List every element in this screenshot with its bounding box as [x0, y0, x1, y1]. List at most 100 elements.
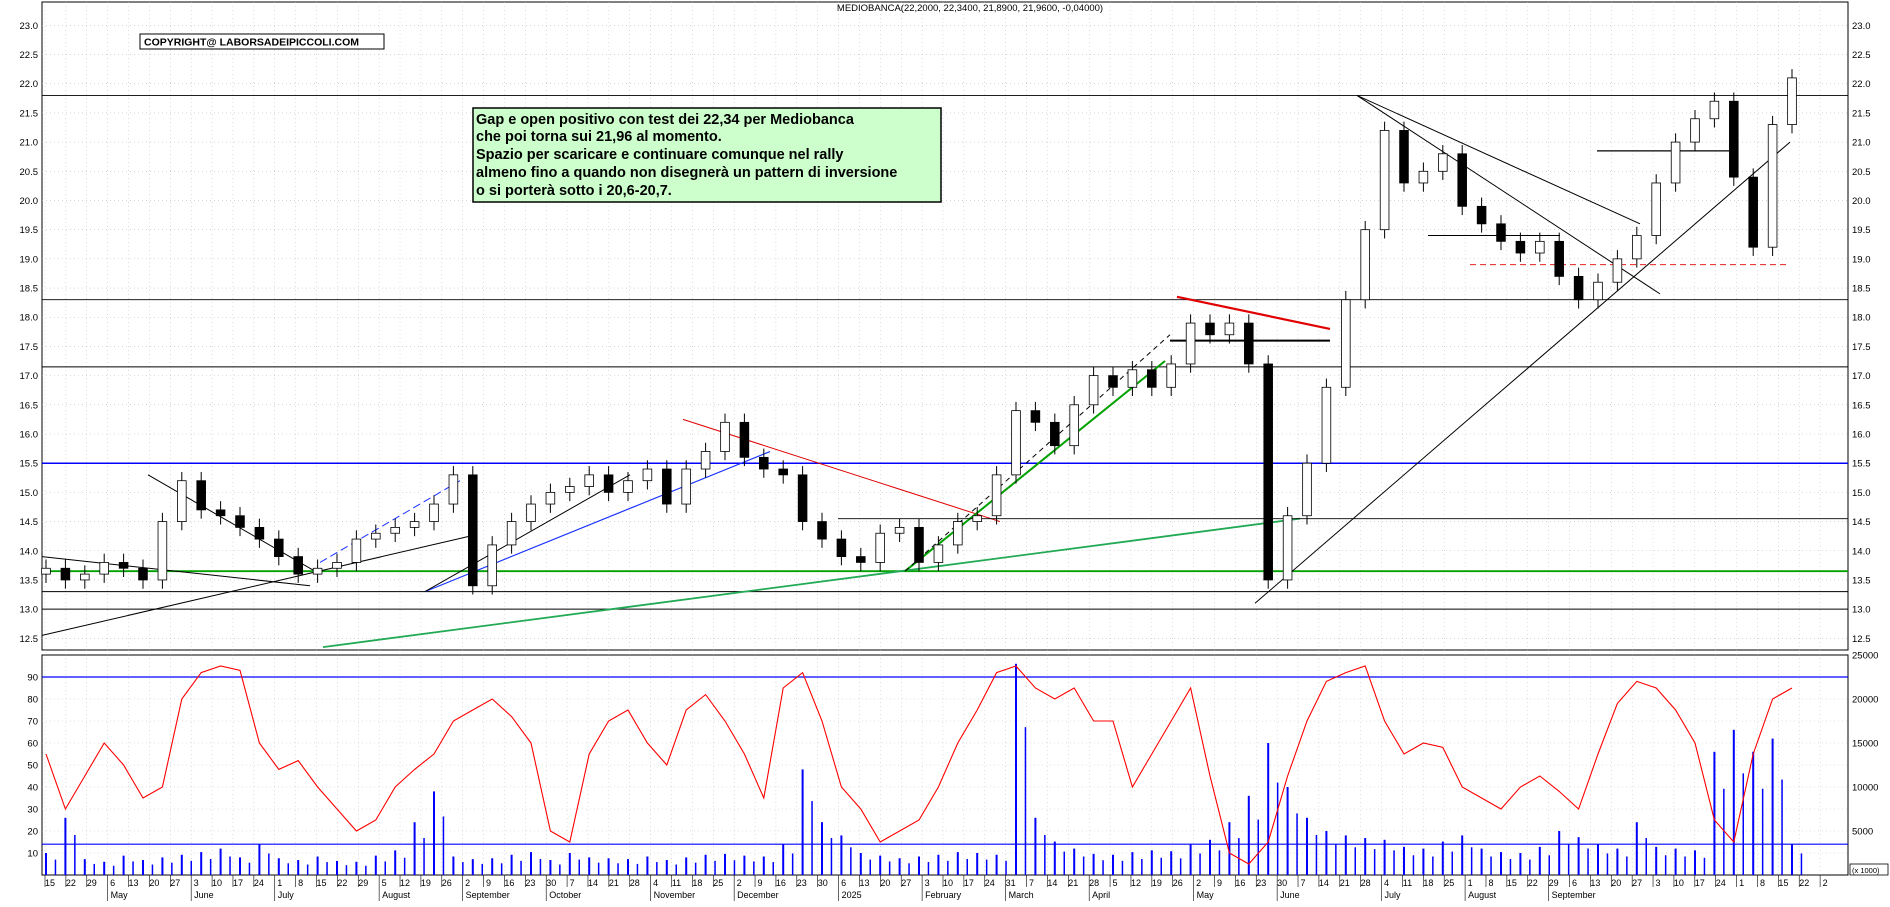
candle-body: [1127, 369, 1138, 388]
x-tick-label: 7: [1301, 878, 1306, 888]
x-tick-label: 19: [421, 878, 431, 888]
volume-tick-label: 20000: [1852, 695, 1878, 706]
trendlines: [41, 94, 1848, 648]
candle-body: [1379, 130, 1390, 231]
volume-bar: [1752, 751, 1755, 875]
x-tick-label: 1: [277, 878, 282, 888]
x-tick-label: 5: [382, 878, 387, 888]
x-tick-label: 21: [609, 878, 619, 888]
x-tick-label: 21: [1340, 878, 1350, 888]
volume-bar: [306, 864, 309, 875]
volume-bar: [171, 862, 173, 875]
oscillator-tick-label: 20: [27, 827, 38, 838]
month-label: June: [1280, 890, 1300, 900]
price-tick-label-left: 14.0: [20, 546, 39, 557]
x-tick-label: 4: [1384, 878, 1389, 888]
volume-bar: [520, 860, 522, 875]
volume-bar: [1558, 831, 1561, 875]
volume-bar: [636, 863, 639, 875]
x-tick-label: 26: [442, 878, 452, 888]
price-tick-label-right: 14.5: [1852, 517, 1871, 528]
annotation-line-3: Spazio per scaricare e continuare comunq…: [476, 147, 843, 163]
price-tick-label-right: 15.5: [1852, 459, 1871, 470]
volume-tick-label: 10000: [1852, 783, 1878, 794]
x-tick-label: 2: [737, 878, 742, 888]
x-tick-label: 3: [925, 878, 930, 888]
volume-bar: [287, 863, 289, 875]
volume-bar: [1461, 835, 1464, 875]
volume-bar: [1199, 853, 1201, 875]
oscillator-tick-label: 10: [27, 849, 38, 860]
candle-body: [99, 562, 109, 575]
x-tick-label: 11: [1403, 878, 1412, 888]
x-tick-label: 6: [841, 878, 846, 888]
x-tick-label: 10: [212, 878, 222, 888]
volume-bar: [1383, 839, 1386, 875]
volume-bar: [733, 860, 736, 875]
volume-bar: [1373, 849, 1376, 875]
x-tick-label: 27: [901, 878, 911, 888]
x-tick-label: 28: [1361, 878, 1371, 888]
volume-bar: [830, 838, 833, 875]
volume-bar: [1713, 751, 1716, 875]
price-series: [41, 69, 1797, 595]
volume-bar: [239, 857, 241, 875]
volume-bar: [1247, 795, 1250, 875]
oscillator-tick-label: 50: [27, 761, 38, 772]
x-tick-label: 27: [1632, 878, 1642, 888]
candle-body: [390, 527, 400, 534]
candle-body: [351, 538, 362, 563]
volume-bar: [481, 863, 483, 875]
candle-body: [1612, 258, 1623, 283]
x-tick-label: 25: [1444, 878, 1454, 888]
x-tick-label: 12: [1131, 878, 1141, 888]
price-tick-label-left: 21.0: [20, 138, 39, 149]
x-tick-label: 12: [400, 878, 410, 888]
x-tick-label: 18: [692, 878, 702, 888]
volume-bar: [1577, 837, 1580, 875]
x-tick-label: 8: [298, 878, 303, 888]
volume-bar: [1655, 846, 1658, 875]
volume-bar: [1063, 851, 1065, 875]
price-tick-label-right: 21.5: [1852, 108, 1871, 119]
candle-body: [720, 421, 730, 452]
candle-body: [662, 468, 672, 505]
volume-bar: [1742, 773, 1744, 875]
volume-bar: [74, 834, 76, 875]
month-label: May: [111, 890, 129, 900]
volume-bar: [1587, 848, 1589, 875]
candle-body: [1554, 240, 1564, 277]
volume-bar: [1170, 851, 1173, 875]
candle-body: [1108, 375, 1118, 388]
volume-bar: [1761, 788, 1764, 875]
volume-bar: [1529, 859, 1531, 875]
volume-bar: [782, 844, 785, 875]
trendline: [1176, 295, 1331, 330]
volume-bar: [1044, 834, 1046, 875]
price-panel-frame: [41, 1, 1849, 651]
x-tick-label: 23: [525, 878, 535, 888]
x-tick-label: 28: [1089, 878, 1099, 888]
volume-bar: [1141, 858, 1143, 875]
candle-body: [157, 521, 168, 581]
volume-bar: [1490, 856, 1492, 875]
x-tick-label: 15: [45, 878, 55, 888]
price-tick-label-left: 23.0: [20, 21, 39, 32]
x-tick-label: 5: [1113, 878, 1118, 888]
volume-bar: [1694, 850, 1696, 875]
candle-body: [371, 532, 381, 540]
month-label: May: [1197, 890, 1215, 900]
candle-body: [894, 527, 905, 534]
volume-bar: [64, 817, 67, 875]
candle-body: [254, 527, 265, 540]
volume-bar: [1500, 852, 1502, 875]
volume-bar: [209, 858, 212, 875]
volume-bar: [646, 856, 649, 875]
candle-body: [487, 544, 497, 587]
x-tick-label: 24: [985, 878, 995, 888]
volume-bar: [442, 816, 445, 875]
candle-body: [1185, 322, 1196, 365]
volume-bar: [1354, 847, 1356, 875]
